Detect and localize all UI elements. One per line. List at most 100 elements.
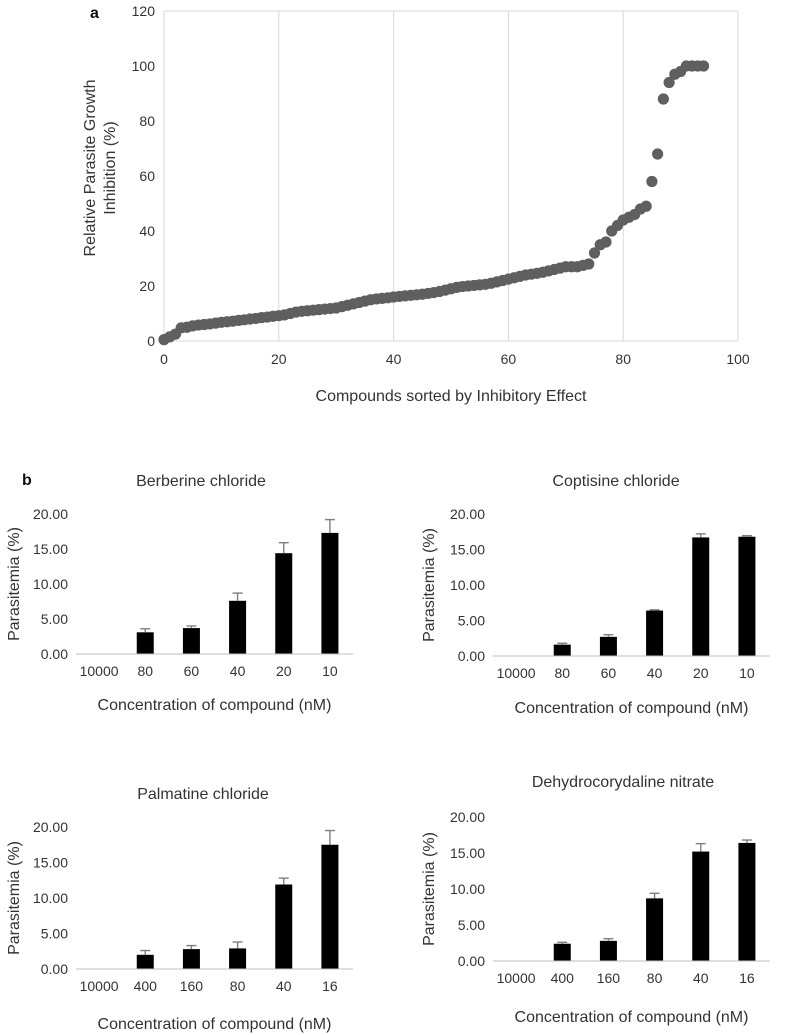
y-tick-label: 5.00: [458, 613, 485, 629]
x-tick-label: 160: [180, 978, 204, 994]
bar: [321, 844, 339, 969]
data-point: [657, 93, 669, 105]
y-tick-label: 5.00: [41, 611, 68, 627]
y-tick-label: 10.00: [33, 576, 68, 592]
x-tick-label: 80: [230, 978, 246, 994]
bar-chart-dehydrocorydaline: Dehydrocorydaline nitrate 0.00 5.00 10.00 15…: [421, 774, 770, 1026]
bar: [692, 537, 710, 656]
x-tick-label: 60: [184, 663, 200, 679]
y-tick-label: 0.00: [458, 648, 485, 664]
x-axis-title: Concentration of compound (nM): [515, 1009, 749, 1026]
data-point: [652, 148, 664, 160]
bar: [136, 954, 154, 969]
x-tick-label: 40: [230, 663, 246, 679]
y-tick-label: 5.00: [41, 926, 68, 942]
panel-label-b: b: [22, 472, 32, 489]
x-axis-title: Compounds sorted by Inhibitory Effect: [316, 388, 588, 405]
bar: [553, 943, 571, 961]
bar: [692, 851, 710, 961]
y-tick-label: 20.00: [450, 506, 485, 522]
x-tick-label: 100: [726, 351, 750, 367]
y-tick-label: 80: [139, 113, 155, 129]
data-point: [697, 60, 710, 72]
y-tick-label: 20.00: [33, 506, 68, 522]
y-tick-label: 20.00: [450, 809, 485, 825]
y-tick-label: 10.00: [33, 890, 68, 906]
bar-chart-palmatine: Palmatine chloride 0.00 5.00 10.00 15.00 20.0…: [6, 786, 353, 1033]
y-tick-label: 0.00: [41, 961, 68, 977]
bar: [553, 644, 571, 656]
x-tick-label: 60: [501, 351, 517, 367]
x-tick-label: 160: [597, 970, 621, 986]
y-tick-label: 15.00: [450, 542, 485, 558]
chart-title: Berberine chloride: [136, 473, 266, 490]
bar: [229, 948, 247, 969]
y-axis-title: Parasitemia (%): [6, 527, 23, 641]
y-tick-label: 10.00: [450, 881, 485, 897]
x-tick-label: 20: [693, 665, 709, 681]
y-axis-title-line2: Inhibition (%): [102, 121, 119, 214]
y-tick-label: 15.00: [450, 845, 485, 861]
data-point: [600, 236, 612, 248]
y-tick-label: 10.00: [450, 577, 485, 593]
x-tick-label: 80: [647, 970, 663, 986]
y-tick-label: 0: [147, 333, 155, 349]
data-point: [646, 175, 658, 188]
bar: [738, 536, 756, 656]
y-tick-label: 60: [139, 168, 155, 184]
x-tick-label: 20: [271, 351, 287, 367]
bar-chart-berberine: Berberine chloride 0.00 5.00 10.00 15.00 20.0…: [6, 473, 353, 714]
y-tick-label: 100: [132, 58, 156, 74]
x-tick-label: 10000: [497, 970, 536, 986]
bar: [136, 632, 154, 654]
y-tick-label: 20.00: [33, 819, 68, 835]
data-point: [583, 258, 595, 270]
y-axis-title: Parasitemia (%): [421, 832, 438, 946]
x-tick-label: 10: [322, 663, 338, 679]
y-tick-label: 40: [139, 223, 155, 239]
y-tick-label: 20: [139, 278, 155, 294]
y-tick-label: 5.00: [458, 917, 485, 933]
x-tick-label: 400: [134, 978, 158, 994]
y-tick-label: 15.00: [33, 541, 68, 557]
x-tick-label: 10000: [80, 978, 119, 994]
scatter-chart-panel-a: 0 20 40 60 80 100 0 20 40 60 80 100 120 Compounds sor…: [82, 3, 750, 405]
x-tick-label: 40: [276, 978, 292, 994]
x-tick-label: 80: [615, 351, 631, 367]
chart-title: Palmatine chloride: [137, 786, 269, 803]
y-axis-title: Parasitemia (%): [421, 528, 438, 642]
x-tick-label: 0: [160, 351, 168, 367]
y-tick-label: 120: [132, 3, 156, 19]
panel-label-a: a: [90, 5, 99, 22]
x-tick-label: 80: [554, 665, 570, 681]
bar: [646, 898, 664, 961]
x-tick-label: 40: [647, 665, 663, 681]
x-tick-label: 40: [693, 970, 709, 986]
x-tick-label: 400: [551, 970, 575, 986]
x-tick-label: 16: [322, 978, 338, 994]
x-tick-label: 16: [739, 970, 755, 986]
chart-title: Dehydrocorydaline nitrate: [532, 774, 714, 791]
x-axis-title: Concentration of compound (nM): [98, 1016, 332, 1033]
bar: [738, 842, 756, 961]
bar: [182, 628, 200, 654]
x-tick-label: 10000: [497, 665, 536, 681]
x-tick-label: 20: [276, 663, 292, 679]
bar: [321, 532, 339, 654]
x-axis-title: Concentration of compound (nM): [515, 700, 749, 717]
data-point: [640, 200, 652, 212]
x-axis-title: Concentration of compound (nM): [98, 697, 332, 714]
chart-title: Coptisine chloride: [552, 473, 679, 490]
y-tick-label: 0.00: [41, 646, 68, 662]
x-tick-label: 60: [601, 665, 617, 681]
y-tick-label: 0.00: [458, 953, 485, 969]
bar: [599, 636, 617, 656]
bar: [646, 610, 664, 656]
data-point: [663, 76, 675, 89]
x-tick-label: 10: [739, 665, 755, 681]
y-tick-label: 15.00: [33, 855, 68, 871]
y-axis-title: Parasitemia (%): [6, 841, 23, 955]
bar: [229, 600, 247, 654]
bar: [599, 940, 617, 961]
